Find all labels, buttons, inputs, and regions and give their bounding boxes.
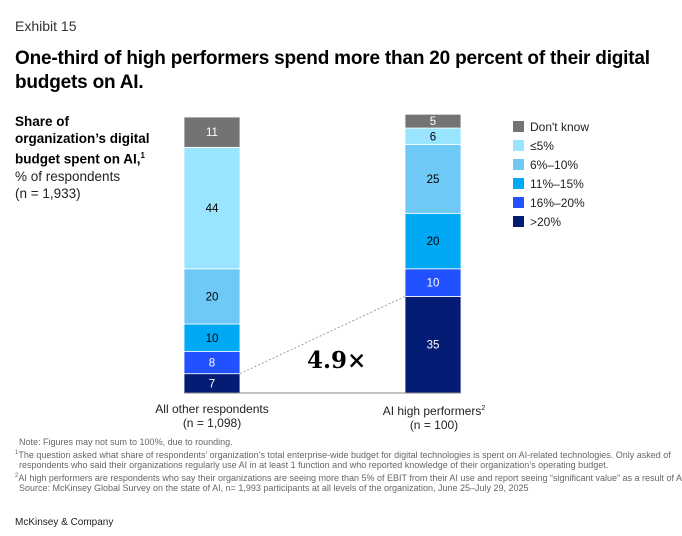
legend: Don't know ≤5% 6%–10% 11%–15% 16%–20% >20% — [513, 117, 589, 231]
bar-segment-16-20- — [404, 268, 462, 297]
legend-item: ≤5% — [513, 136, 589, 155]
multiplier-annotation: 4.9× — [307, 347, 367, 374]
legend-item: 16%–20% — [513, 193, 589, 212]
footnote-1-continued: respondents who said their organizations… — [19, 460, 609, 470]
legend-swatch — [513, 216, 524, 227]
legend-swatch — [513, 178, 524, 189]
legend-label: 16%–20% — [530, 195, 585, 210]
legend-swatch — [513, 159, 524, 170]
legend-swatch — [513, 121, 524, 132]
bar-segment--5- — [183, 146, 241, 270]
data-label: 6 — [430, 131, 436, 143]
bar-segment-11-15- — [404, 213, 462, 270]
legend-label: 6%–10% — [530, 157, 579, 172]
legend-swatch — [513, 197, 524, 208]
legend-label: Don't know — [530, 119, 589, 134]
bar-segment-6-10- — [183, 268, 241, 325]
data-label: 10 — [206, 333, 219, 345]
data-label: 44 — [206, 203, 219, 215]
legend-swatch — [513, 140, 524, 151]
y-axis-label: Share of organization’s digital budget s… — [15, 113, 155, 202]
exhibit-label: Exhibit 15 — [15, 18, 77, 34]
y-axis-sub-label: % of respondents — [15, 168, 121, 184]
data-label: 20 — [206, 291, 219, 303]
data-label: 7 — [209, 378, 215, 390]
data-label: 8 — [209, 358, 215, 370]
footnote-1: 1The question asked what share of respon… — [15, 449, 671, 460]
note: Note: Figures may not sum to 100%, due t… — [19, 437, 233, 447]
bar-segment-don-t-know — [404, 113, 462, 129]
legend-item: Don't know — [513, 117, 589, 136]
category-label-high-performers: AI high performers2 (n = 100) — [382, 404, 486, 432]
footnote-2: 2AI high performers are respondents who … — [15, 472, 682, 483]
legend-item: >20% — [513, 212, 589, 231]
legend-item: 11%–15% — [513, 174, 589, 193]
chart-title: One-third of high performers spend more … — [15, 48, 650, 93]
legend-item: 6%–10% — [513, 155, 589, 174]
legend-label: 11%–15% — [530, 176, 584, 191]
brand-logo-text: McKinsey & Company — [15, 517, 114, 528]
bar-segment-6-10- — [404, 144, 462, 215]
y-axis-bold-label: Share of organization’s digital budget s… — [15, 114, 150, 167]
legend-label: ≤5% — [530, 138, 554, 153]
legend-label: >20% — [530, 214, 562, 229]
data-label: 20 — [427, 236, 440, 248]
y-axis-n-label: (n = 1,933) — [15, 185, 81, 201]
data-label: 25 — [427, 174, 440, 186]
data-label: 5 — [430, 116, 436, 128]
source: Source: McKinsey Global Survey on the st… — [19, 483, 529, 493]
bar-segment-don-t-know — [183, 116, 241, 148]
data-label: 35 — [427, 340, 440, 352]
category-label-all-other: All other respondents (n = 1,098) — [155, 402, 269, 430]
data-label: 11 — [206, 127, 218, 139]
bar-segment-11-15- — [183, 323, 241, 353]
data-label: 10 — [427, 278, 440, 290]
footnotes: Note: Figures may not sum to 100%, due t… — [15, 437, 682, 494]
